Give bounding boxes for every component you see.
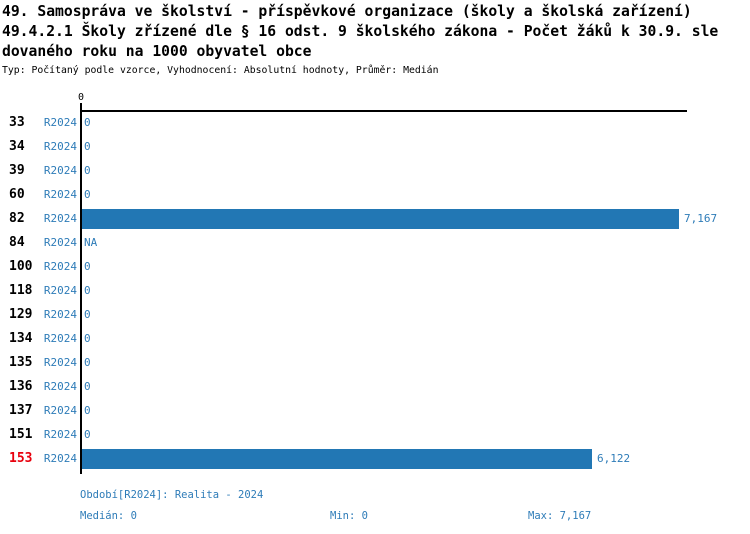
row-period-label: R2024 [43, 452, 77, 465]
row-category-label: 136 [9, 379, 33, 394]
row-category-label: 135 [9, 355, 33, 370]
row-period-label: R2024 [43, 188, 77, 201]
row-period-label: R2024 [43, 236, 77, 249]
row-category-label: 60 [9, 187, 25, 202]
value-label: 0 [84, 356, 91, 369]
value-label: 0 [84, 164, 91, 177]
row-period-label: R2024 [43, 428, 77, 441]
chart-row-60: 60 R2024 0 [0, 183, 750, 207]
row-period-label: R2024 [43, 284, 77, 297]
row-period-label: R2024 [43, 260, 77, 273]
footer-max: Max: 7,167 [528, 510, 592, 522]
chart-row-153: 153 R2024 6,122 [0, 447, 750, 471]
row-period-label: R2024 [43, 356, 77, 369]
chart-title-line1: 49. Samospráva ve školství - příspěvkové… [2, 3, 692, 20]
chart-row-118: 118 R2024 0 [0, 279, 750, 303]
value-label: 0 [84, 380, 91, 393]
value-label: NA [84, 236, 98, 249]
value-label: 0 [84, 116, 91, 129]
footer-period-info: Období[R2024]: Realita - 2024 [80, 489, 264, 501]
chart-title-line2: 49.4.2.1 Školy zřízené dle § 16 odst. 9 … [2, 23, 719, 40]
row-period-label: R2024 [43, 404, 77, 417]
chart-row-137: 137 R2024 0 [0, 399, 750, 423]
row-category-label: 134 [9, 331, 33, 346]
value-label: 0 [84, 332, 91, 345]
chart-row-34: 34 R2024 0 [0, 135, 750, 159]
row-period-label: R2024 [43, 212, 77, 225]
footer-min: Min: 0 [330, 510, 368, 522]
value-label: 0 [84, 140, 91, 153]
chart-row-100: 100 R2024 0 [0, 255, 750, 279]
chart-row-39: 39 R2024 0 [0, 159, 750, 183]
x-axis-tick-label: 0 [77, 92, 85, 103]
chart-row-136: 136 R2024 0 [0, 375, 750, 399]
row-period-label: R2024 [43, 332, 77, 345]
value-label: 0 [84, 404, 91, 417]
chart-title-line3: dovaného roku na 1000 obyvatel obce [2, 43, 312, 60]
row-period-label: R2024 [43, 140, 77, 153]
row-category-label: 129 [9, 307, 33, 322]
value-label: 0 [84, 428, 91, 441]
row-category-label: 151 [9, 427, 33, 442]
chart-row-129: 129 R2024 0 [0, 303, 750, 327]
row-period-label: R2024 [43, 116, 77, 129]
value-bar [82, 449, 592, 469]
chart-row-151: 151 R2024 0 [0, 423, 750, 447]
x-axis-line [80, 110, 687, 112]
row-category-label: 100 [9, 259, 33, 274]
row-category-label: 33 [9, 115, 25, 130]
chart-row-82: 82 R2024 7,167 [0, 207, 750, 231]
chart-row-84: 84 R2024 NA [0, 231, 750, 255]
chart-meta-line: Typ: Počítaný podle vzorce, Vyhodnocení:… [2, 65, 439, 76]
row-category-label: 84 [9, 235, 25, 250]
row-category-label: 118 [9, 283, 33, 298]
row-category-label: 137 [9, 403, 33, 418]
row-category-label: 39 [9, 163, 25, 178]
row-category-label: 34 [9, 139, 25, 154]
row-period-label: R2024 [43, 380, 77, 393]
value-label: 0 [84, 260, 91, 273]
value-label: 0 [84, 284, 91, 297]
chart-row-33: 33 R2024 0 [0, 111, 750, 135]
value-label: 7,167 [684, 212, 718, 225]
y-axis-line [80, 103, 82, 474]
value-bar [82, 209, 679, 229]
row-category-label: 82 [9, 211, 25, 226]
chart-row-134: 134 R2024 0 [0, 327, 750, 351]
footer-median: Medián: 0 [80, 510, 137, 522]
value-label: 0 [84, 188, 91, 201]
row-period-label: R2024 [43, 164, 77, 177]
value-label: 6,122 [597, 452, 631, 465]
value-label: 0 [84, 308, 91, 321]
row-category-label: 153 [9, 451, 33, 466]
row-period-label: R2024 [43, 308, 77, 321]
chart-row-135: 135 R2024 0 [0, 351, 750, 375]
